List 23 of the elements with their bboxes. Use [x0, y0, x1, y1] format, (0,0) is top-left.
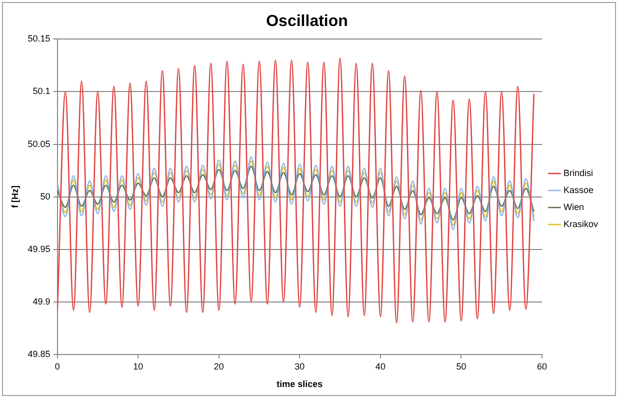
legend-label: Kassoe [563, 184, 594, 195]
x-tick-label: 30 [294, 361, 305, 372]
x-tick-label: 60 [536, 361, 547, 372]
x-tick-label: 0 [54, 361, 60, 372]
x-axis-title: time slices [276, 379, 323, 390]
legend-label: Brindisi [563, 168, 594, 178]
y-axis-title: f [Hz] [10, 186, 20, 208]
legend-label: Wien [563, 202, 584, 212]
chart-title: Oscillation [266, 13, 348, 30]
legend-label: Krasikov [563, 218, 598, 229]
y-tick-label: 49.85 [28, 348, 50, 359]
y-tick-label: 49.9 [32, 296, 50, 306]
y-tick-label: 50.1 [32, 86, 50, 96]
line-series [57, 166, 535, 221]
y-tick-label: 50.15 [28, 34, 50, 44]
y-tick-label: 49.95 [28, 244, 50, 254]
x-tick-label: 40 [375, 361, 386, 372]
y-tick-label: 50.05 [28, 138, 50, 149]
line-series [57, 57, 535, 324]
x-tick-label: 50 [456, 361, 466, 372]
y-tick-label: 50 [40, 191, 50, 202]
x-tick-label: 20 [214, 361, 224, 372]
x-tick-label: 10 [133, 361, 144, 372]
